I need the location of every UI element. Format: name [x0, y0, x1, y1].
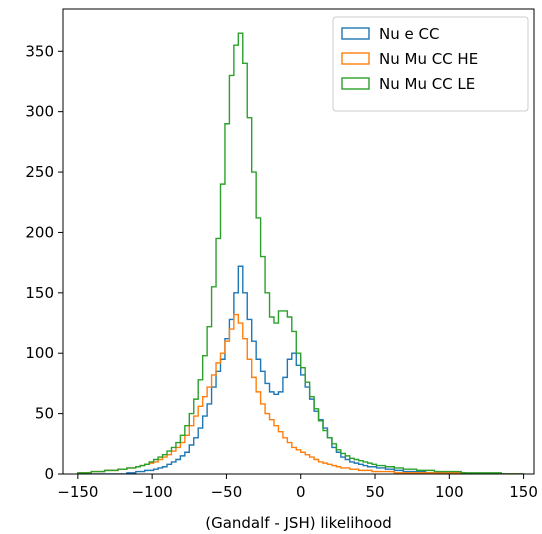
y-tick-label: 250	[25, 163, 54, 181]
legend-swatch	[341, 27, 370, 40]
x-axis-label: (Gandalf - JSH) likelihood	[205, 514, 392, 532]
y-tick-label: 150	[25, 284, 54, 302]
x-tick-label: 0	[296, 483, 306, 501]
x-tick-label: −100	[132, 483, 173, 501]
y-tick-label: 350	[25, 42, 54, 60]
y-tick-label: 50	[35, 405, 54, 423]
legend-label: Nu Mu CC HE	[379, 50, 478, 68]
series-nu-e-cc-line	[77, 265, 524, 474]
series-nu-mu-cc-he-line	[77, 313, 524, 474]
y-tick-label: 0	[44, 465, 54, 483]
y-tick-label: 100	[25, 344, 54, 362]
x-tick-label: −50	[211, 483, 243, 501]
legend-box	[332, 16, 529, 112]
axes: −150 −100 −50 0 50 100 150 0 50 100 150 200 250 300 35…	[25, 8, 538, 501]
legend-label: Nu e CC	[379, 25, 439, 43]
x-tick-label: 150	[509, 483, 538, 501]
x-tick-label: −150	[57, 483, 98, 501]
legend-swatch	[341, 77, 370, 90]
x-tick-label: 100	[435, 483, 464, 501]
legend-label: Nu Mu CC LE	[379, 75, 475, 93]
x-tick-label: 50	[365, 483, 384, 501]
y-tick-label: 200	[25, 223, 54, 241]
legend-swatch	[341, 52, 370, 65]
y-tick-label: 300	[25, 103, 54, 121]
series-nu-mu-cc-le-line	[77, 32, 524, 474]
plot-area	[77, 32, 524, 474]
legend: Nu e CC Nu Mu CC HE Nu Mu CC LE	[332, 16, 529, 112]
axes-frame	[62, 8, 535, 475]
